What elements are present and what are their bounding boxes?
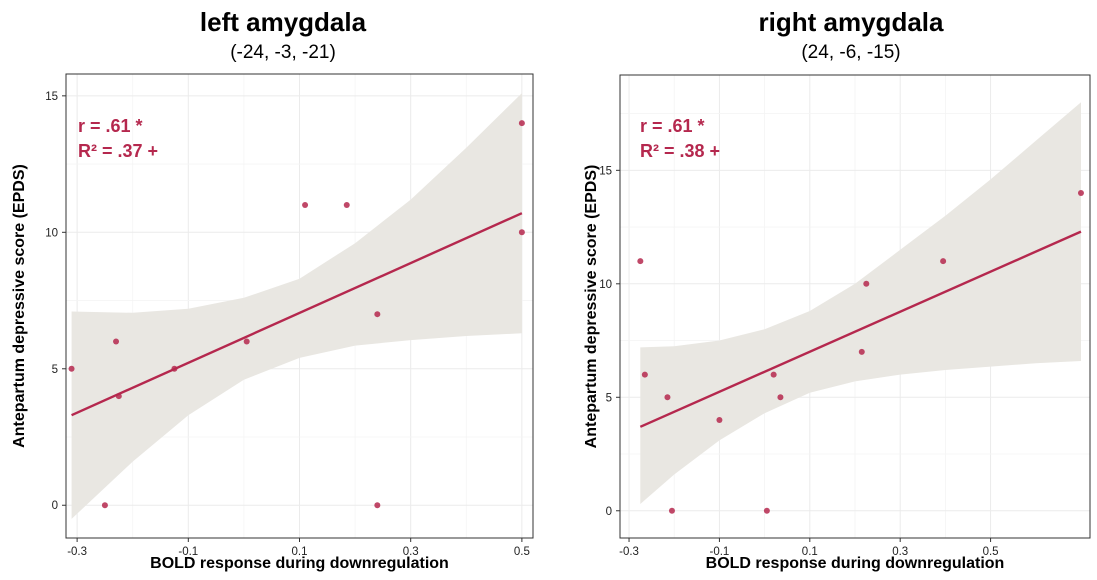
y-tick-label: 0 bbox=[52, 500, 58, 512]
y-tick-label: 10 bbox=[599, 279, 612, 291]
y-tick-label: 0 bbox=[606, 506, 612, 518]
y-tick-label: 15 bbox=[599, 165, 612, 177]
correlation-annotation: r = .61 * bbox=[78, 116, 143, 136]
data-point bbox=[243, 338, 250, 345]
y-axis-label: Antepartum depressive score (EPDS) bbox=[583, 165, 600, 449]
confidence-band bbox=[71, 93, 522, 519]
x-tick-label: -0.3 bbox=[619, 546, 639, 558]
data-point bbox=[668, 507, 675, 514]
data-point bbox=[763, 507, 770, 514]
y-tick-label: 10 bbox=[45, 227, 58, 239]
data-point bbox=[770, 371, 777, 378]
data-point bbox=[777, 394, 784, 401]
confidence-band bbox=[640, 102, 1081, 504]
x-tick-label: 0.3 bbox=[892, 546, 908, 558]
data-point bbox=[101, 502, 108, 509]
y-tick-label: 5 bbox=[606, 392, 612, 404]
panel-right-amygdala: right amygdala (24, -6, -15) -0.3 -0.1 0.1 0.… bbox=[583, 7, 1091, 572]
data-point bbox=[113, 338, 120, 345]
chart-subtitle: (24, -6, -15) bbox=[801, 42, 900, 63]
data-point bbox=[863, 280, 870, 287]
correlation-annotation: r = .61 * bbox=[640, 116, 705, 136]
data-point bbox=[858, 348, 865, 355]
r-squared-annotation: R² = .37 + bbox=[78, 141, 158, 161]
data-point bbox=[641, 371, 648, 378]
chart-subtitle: (-24, -3, -21) bbox=[230, 42, 336, 63]
x-tick-label: 0.3 bbox=[403, 546, 419, 558]
panel-left-amygdala: left amygdala (-24, -3, -21) -0.3 -0.1 0.1 0.… bbox=[11, 7, 534, 572]
x-tick-label: -0.1 bbox=[178, 546, 198, 558]
plot-border bbox=[619, 74, 1091, 539]
x-tick-label: 0.1 bbox=[292, 546, 308, 558]
data-point bbox=[518, 229, 525, 236]
data-point bbox=[1077, 190, 1084, 197]
data-point bbox=[302, 202, 309, 209]
r-squared-annotation: R² = .38 + bbox=[640, 141, 720, 161]
data-point bbox=[171, 365, 178, 372]
data-point bbox=[716, 416, 723, 423]
data-point bbox=[68, 365, 75, 372]
data-point bbox=[374, 311, 381, 318]
y-tick-label: 5 bbox=[52, 364, 58, 376]
data-point bbox=[637, 258, 644, 265]
data-point bbox=[940, 258, 947, 265]
x-axis-label: BOLD response during downregulation bbox=[150, 555, 449, 572]
x-tick-label: -0.3 bbox=[67, 546, 87, 558]
x-tick-label: 0.1 bbox=[802, 546, 818, 558]
x-axis-label: BOLD response during downregulation bbox=[706, 555, 1005, 572]
regression-line bbox=[71, 212, 523, 417]
data-point bbox=[115, 393, 122, 400]
data-point bbox=[343, 202, 350, 209]
chart-title: left amygdala bbox=[200, 7, 367, 37]
x-tick-label: -0.1 bbox=[710, 546, 730, 558]
data-point bbox=[518, 120, 525, 127]
x-tick-label: 0.5 bbox=[514, 546, 530, 558]
data-point bbox=[374, 502, 381, 509]
y-tick-label: 15 bbox=[45, 91, 58, 103]
x-tick-label: 0.5 bbox=[983, 546, 999, 558]
regression-line bbox=[639, 230, 1082, 428]
data-point bbox=[664, 394, 671, 401]
chart-title: right amygdala bbox=[759, 7, 944, 37]
y-axis-label: Antepartum depressive score (EPDS) bbox=[11, 164, 28, 448]
